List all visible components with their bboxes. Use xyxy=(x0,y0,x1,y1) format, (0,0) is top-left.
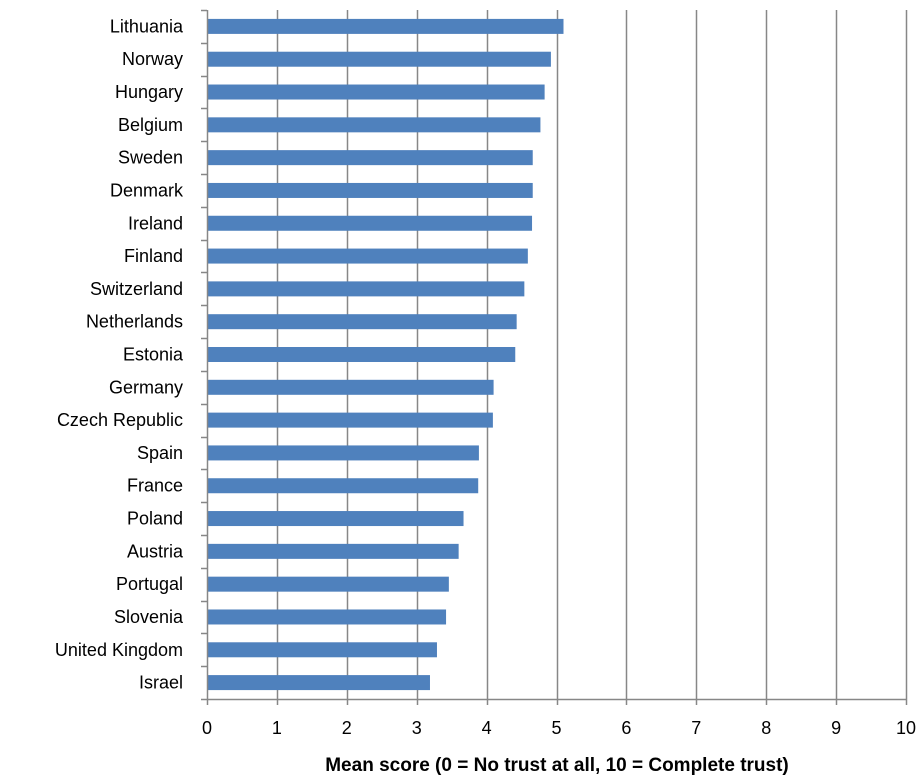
x-tick-label-2: 2 xyxy=(342,718,352,738)
category-label-switzerland: Switzerland xyxy=(90,279,183,299)
category-label-norway: Norway xyxy=(122,49,183,69)
bar-finland xyxy=(208,248,528,264)
bar-spain xyxy=(208,445,479,461)
bar-france xyxy=(208,478,479,494)
category-label-lithuania: Lithuania xyxy=(110,16,184,36)
x-tick-label-5: 5 xyxy=(551,718,561,738)
category-label-poland: Poland xyxy=(127,509,183,529)
bar-austria xyxy=(208,543,459,559)
category-label-finland: Finland xyxy=(124,246,183,266)
bar-switzerland xyxy=(208,281,525,297)
bar-israel xyxy=(208,675,430,691)
bar-sweden xyxy=(208,150,533,166)
category-label-portugal: Portugal xyxy=(116,574,183,594)
bar-netherlands xyxy=(208,314,517,330)
bar-norway xyxy=(208,51,551,67)
category-label-hungary: Hungary xyxy=(115,82,183,102)
bar-portugal xyxy=(208,576,449,592)
x-tick-label-10: 10 xyxy=(896,718,916,738)
category-label-sweden: Sweden xyxy=(118,148,183,168)
x-tick-label-6: 6 xyxy=(621,718,631,738)
category-label-belgium: Belgium xyxy=(118,115,183,135)
x-tick-label-0: 0 xyxy=(202,718,212,738)
bar-denmark xyxy=(208,182,533,198)
category-label-netherlands: Netherlands xyxy=(86,312,183,332)
x-tick-label-4: 4 xyxy=(482,718,492,738)
bars xyxy=(208,18,564,691)
x-tick-label-7: 7 xyxy=(691,718,701,738)
category-label-france: France xyxy=(127,476,183,496)
category-label-united-kingdom: United Kingdom xyxy=(55,640,183,660)
category-label-germany: Germany xyxy=(109,377,183,397)
x-tick-label-8: 8 xyxy=(761,718,771,738)
axes xyxy=(201,9,908,705)
x-tick-label-9: 9 xyxy=(831,718,841,738)
category-label-austria: Austria xyxy=(127,541,184,561)
category-label-slovenia: Slovenia xyxy=(114,607,184,627)
bar-poland xyxy=(208,511,464,527)
x-tick-label-3: 3 xyxy=(412,718,422,738)
bar-ireland xyxy=(208,215,533,231)
x-tick-label-1: 1 xyxy=(272,718,282,738)
category-label-estonia: Estonia xyxy=(123,345,184,365)
x-tick-labels: 0 1 2 3 4 5 6 7 8 9 10 xyxy=(202,718,916,738)
bar-czech-republic xyxy=(208,412,493,428)
category-label-czech-republic: Czech Republic xyxy=(57,410,183,430)
category-label-israel: Israel xyxy=(139,673,183,693)
bar-hungary xyxy=(208,84,545,100)
bar-slovenia xyxy=(208,609,447,625)
category-label-denmark: Denmark xyxy=(110,180,184,200)
category-label-spain: Spain xyxy=(137,443,183,463)
bar-estonia xyxy=(208,347,516,362)
x-axis-title: Mean score (0 = No trust at all, 10 = Co… xyxy=(325,755,789,776)
bar-belgium xyxy=(208,117,541,133)
bar-lithuania xyxy=(208,18,564,34)
bar-united-kingdom xyxy=(208,642,437,658)
category-label-ireland: Ireland xyxy=(128,213,183,233)
category-labels: Lithuania Norway Hungary Belgium Sweden Denma… xyxy=(55,16,184,692)
bar-germany xyxy=(208,379,494,395)
